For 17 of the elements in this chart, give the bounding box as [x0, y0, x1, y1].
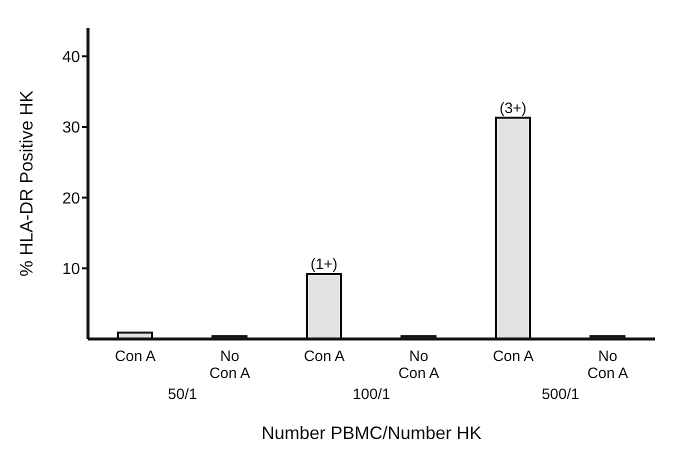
x-tick-label: Con A [114, 348, 156, 365]
y-tick-label: 10 [62, 261, 80, 278]
x-tick-label: No Con A [398, 348, 440, 382]
text: 500/1 [542, 386, 580, 403]
y-axis-title: % HLA-DR Positive HK [16, 90, 36, 277]
y-tick-label: 40 [62, 48, 80, 66]
x-tick-label: Con A [492, 348, 534, 365]
data-label: (3+) [499, 100, 527, 117]
x-tick-label: No Con A [587, 348, 628, 382]
data-label: (1+) [310, 256, 338, 273]
text: 50/1 [168, 386, 198, 403]
x-tick-label: No Con A [209, 348, 250, 382]
y-tick-label: 30 [62, 120, 80, 137]
y-tick-label: 20 [62, 190, 80, 208]
text: 100/1 [352, 386, 390, 403]
x-tick-label: Con A [304, 348, 345, 365]
x-axis-title: Number PBMC/Number HK [261, 423, 482, 443]
